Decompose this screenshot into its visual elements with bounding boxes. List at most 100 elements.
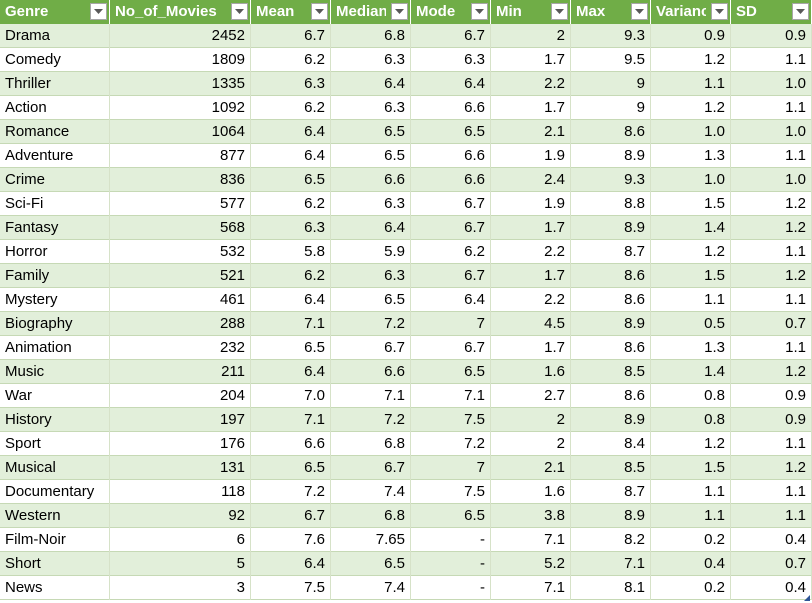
cell-mean[interactable]: 6.4 — [251, 144, 331, 168]
cell-no_of_movies[interactable]: 131 — [110, 456, 251, 480]
cell-mean[interactable]: 6.7 — [251, 24, 331, 48]
cell-mean[interactable]: 6.6 — [251, 432, 331, 456]
cell-variance[interactable]: 1.2 — [651, 48, 731, 72]
cell-min[interactable]: 2.2 — [491, 288, 571, 312]
cell-genre[interactable]: Musical — [0, 456, 110, 480]
table-resize-handle-icon[interactable] — [804, 595, 810, 601]
cell-median[interactable]: 6.3 — [331, 96, 411, 120]
cell-genre[interactable]: Animation — [0, 336, 110, 360]
cell-genre[interactable]: Romance — [0, 120, 110, 144]
cell-mode[interactable]: 6.5 — [411, 120, 491, 144]
cell-mean[interactable]: 5.8 — [251, 240, 331, 264]
cell-genre[interactable]: Horror — [0, 240, 110, 264]
cell-sd[interactable]: 0.9 — [731, 384, 812, 408]
cell-median[interactable]: 6.8 — [331, 432, 411, 456]
cell-no_of_movies[interactable]: 6 — [110, 528, 251, 552]
cell-min[interactable]: 1.9 — [491, 192, 571, 216]
cell-mode[interactable]: 6.6 — [411, 96, 491, 120]
cell-min[interactable]: 2.4 — [491, 168, 571, 192]
cell-mean[interactable]: 7.6 — [251, 528, 331, 552]
cell-mode[interactable]: 6.7 — [411, 264, 491, 288]
cell-no_of_movies[interactable]: 1092 — [110, 96, 251, 120]
cell-sd[interactable]: 0.9 — [731, 24, 812, 48]
cell-median[interactable]: 7.2 — [331, 312, 411, 336]
filter-dropdown-button[interactable] — [231, 3, 248, 20]
cell-mode[interactable]: - — [411, 552, 491, 576]
cell-median[interactable]: 6.6 — [331, 168, 411, 192]
cell-genre[interactable]: News — [0, 576, 110, 600]
cell-mean[interactable]: 6.4 — [251, 120, 331, 144]
cell-mode[interactable]: 7 — [411, 456, 491, 480]
cell-max[interactable]: 8.4 — [571, 432, 651, 456]
cell-median[interactable]: 7.4 — [331, 480, 411, 504]
filter-dropdown-button[interactable] — [711, 3, 728, 20]
cell-max[interactable]: 8.6 — [571, 384, 651, 408]
cell-min[interactable]: 2.2 — [491, 72, 571, 96]
cell-mode[interactable]: 6.7 — [411, 192, 491, 216]
cell-variance[interactable]: 1.1 — [651, 72, 731, 96]
cell-no_of_movies[interactable]: 2452 — [110, 24, 251, 48]
cell-genre[interactable]: Family — [0, 264, 110, 288]
cell-min[interactable]: 1.7 — [491, 48, 571, 72]
cell-sd[interactable]: 0.7 — [731, 312, 812, 336]
cell-max[interactable]: 8.5 — [571, 360, 651, 384]
cell-sd[interactable]: 1.1 — [731, 288, 812, 312]
cell-median[interactable]: 5.9 — [331, 240, 411, 264]
cell-sd[interactable]: 1.2 — [731, 192, 812, 216]
cell-median[interactable]: 7.1 — [331, 384, 411, 408]
cell-median[interactable]: 6.8 — [331, 24, 411, 48]
cell-genre[interactable]: Thriller — [0, 72, 110, 96]
cell-variance[interactable]: 1.2 — [651, 432, 731, 456]
cell-variance[interactable]: 1.1 — [651, 504, 731, 528]
cell-median[interactable]: 6.5 — [331, 144, 411, 168]
cell-mean[interactable]: 7.1 — [251, 408, 331, 432]
cell-mode[interactable]: 6.4 — [411, 288, 491, 312]
cell-max[interactable]: 9.5 — [571, 48, 651, 72]
cell-mean[interactable]: 6.2 — [251, 48, 331, 72]
cell-genre[interactable]: Mystery — [0, 288, 110, 312]
cell-median[interactable]: 6.5 — [331, 288, 411, 312]
cell-sd[interactable]: 0.7 — [731, 552, 812, 576]
cell-sd[interactable]: 1.0 — [731, 168, 812, 192]
cell-variance[interactable]: 0.5 — [651, 312, 731, 336]
cell-min[interactable]: 2.1 — [491, 456, 571, 480]
cell-variance[interactable]: 0.4 — [651, 552, 731, 576]
cell-max[interactable]: 9.3 — [571, 24, 651, 48]
cell-variance[interactable]: 1.0 — [651, 120, 731, 144]
cell-no_of_movies[interactable]: 568 — [110, 216, 251, 240]
cell-genre[interactable]: Western — [0, 504, 110, 528]
cell-variance[interactable]: 1.3 — [651, 336, 731, 360]
cell-sd[interactable]: 1.2 — [731, 456, 812, 480]
cell-max[interactable]: 8.9 — [571, 144, 651, 168]
cell-genre[interactable]: War — [0, 384, 110, 408]
cell-no_of_movies[interactable]: 211 — [110, 360, 251, 384]
filter-dropdown-button[interactable] — [90, 3, 107, 20]
cell-no_of_movies[interactable]: 232 — [110, 336, 251, 360]
cell-genre[interactable]: History — [0, 408, 110, 432]
cell-max[interactable]: 8.9 — [571, 504, 651, 528]
cell-max[interactable]: 9 — [571, 96, 651, 120]
cell-min[interactable]: 2.2 — [491, 240, 571, 264]
cell-min[interactable]: 1.9 — [491, 144, 571, 168]
cell-max[interactable]: 7.1 — [571, 552, 651, 576]
cell-mode[interactable]: 6.3 — [411, 48, 491, 72]
cell-median[interactable]: 6.5 — [331, 552, 411, 576]
cell-no_of_movies[interactable]: 176 — [110, 432, 251, 456]
cell-mean[interactable]: 6.2 — [251, 192, 331, 216]
cell-min[interactable]: 2.1 — [491, 120, 571, 144]
cell-no_of_movies[interactable]: 5 — [110, 552, 251, 576]
cell-max[interactable]: 8.6 — [571, 264, 651, 288]
cell-mode[interactable]: 6.7 — [411, 336, 491, 360]
cell-genre[interactable]: Sport — [0, 432, 110, 456]
cell-sd[interactable]: 1.2 — [731, 216, 812, 240]
cell-median[interactable]: 6.4 — [331, 216, 411, 240]
cell-variance[interactable]: 1.3 — [651, 144, 731, 168]
cell-variance[interactable]: 1.5 — [651, 192, 731, 216]
cell-mode[interactable]: 6.7 — [411, 24, 491, 48]
cell-no_of_movies[interactable]: 461 — [110, 288, 251, 312]
cell-median[interactable]: 6.3 — [331, 48, 411, 72]
cell-median[interactable]: 6.3 — [331, 192, 411, 216]
cell-min[interactable]: 7.1 — [491, 528, 571, 552]
cell-sd[interactable]: 1.0 — [731, 72, 812, 96]
cell-genre[interactable]: Sci-Fi — [0, 192, 110, 216]
